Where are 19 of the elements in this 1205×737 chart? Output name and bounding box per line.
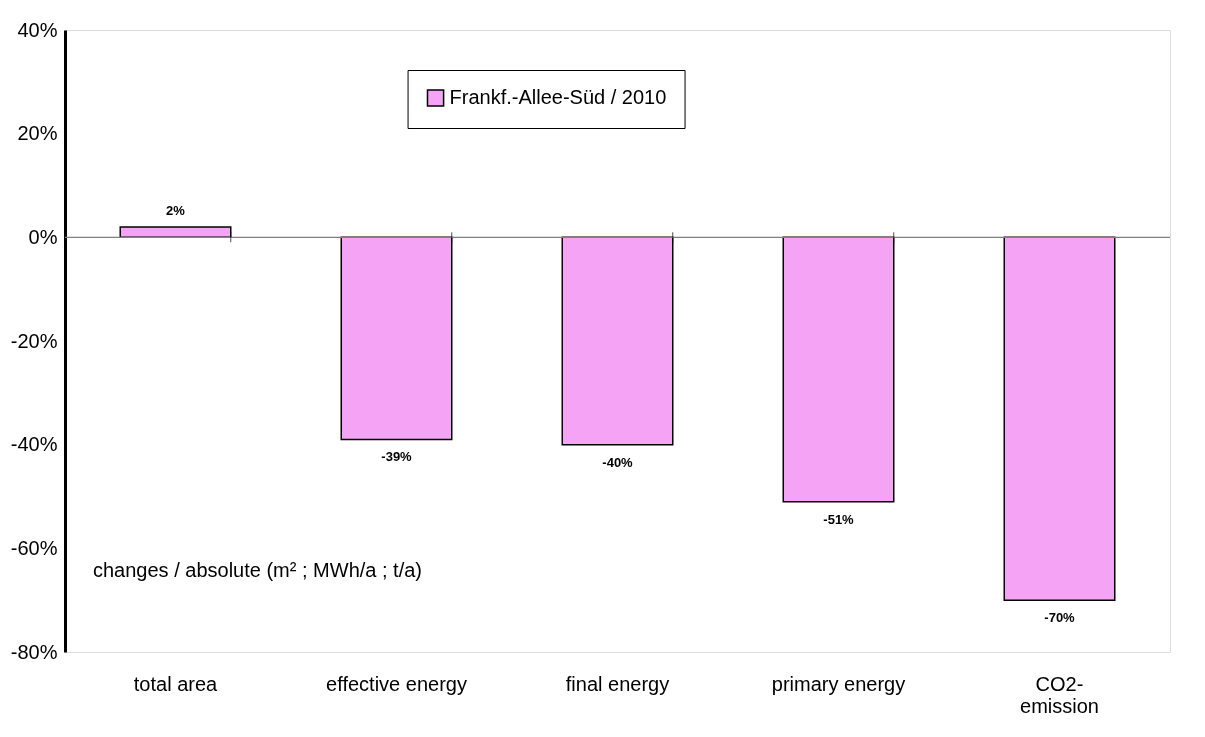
annotation: changes / absolute (m² ; MWh/a ; t/a) bbox=[93, 559, 423, 582]
y-tick-label: -40% bbox=[10, 433, 58, 456]
data-label: -40% bbox=[602, 454, 634, 470]
data-label: -70% bbox=[1044, 610, 1076, 626]
legend-label: Frankf.-Allee-Süd / 2010 bbox=[449, 86, 667, 108]
y-tick-label: 20% bbox=[17, 122, 58, 145]
x-tick-label: final energy bbox=[565, 672, 670, 695]
data-label: -39% bbox=[381, 449, 413, 465]
y-tick-label: -60% bbox=[10, 536, 58, 559]
y-tick-label: 0% bbox=[28, 225, 58, 248]
data-label: 2% bbox=[166, 202, 186, 218]
y-tick-label: -20% bbox=[10, 329, 58, 352]
y-tick-label: -80% bbox=[10, 640, 58, 663]
x-tick-label: primary energy bbox=[771, 672, 906, 695]
y-tick-label: 40% bbox=[17, 18, 58, 41]
x-tick-label: total area bbox=[133, 672, 219, 695]
data-label: -51% bbox=[823, 511, 855, 527]
x-tick-label: effective energy bbox=[326, 672, 467, 695]
x-tick-label: CO2-emission bbox=[1020, 672, 1099, 717]
